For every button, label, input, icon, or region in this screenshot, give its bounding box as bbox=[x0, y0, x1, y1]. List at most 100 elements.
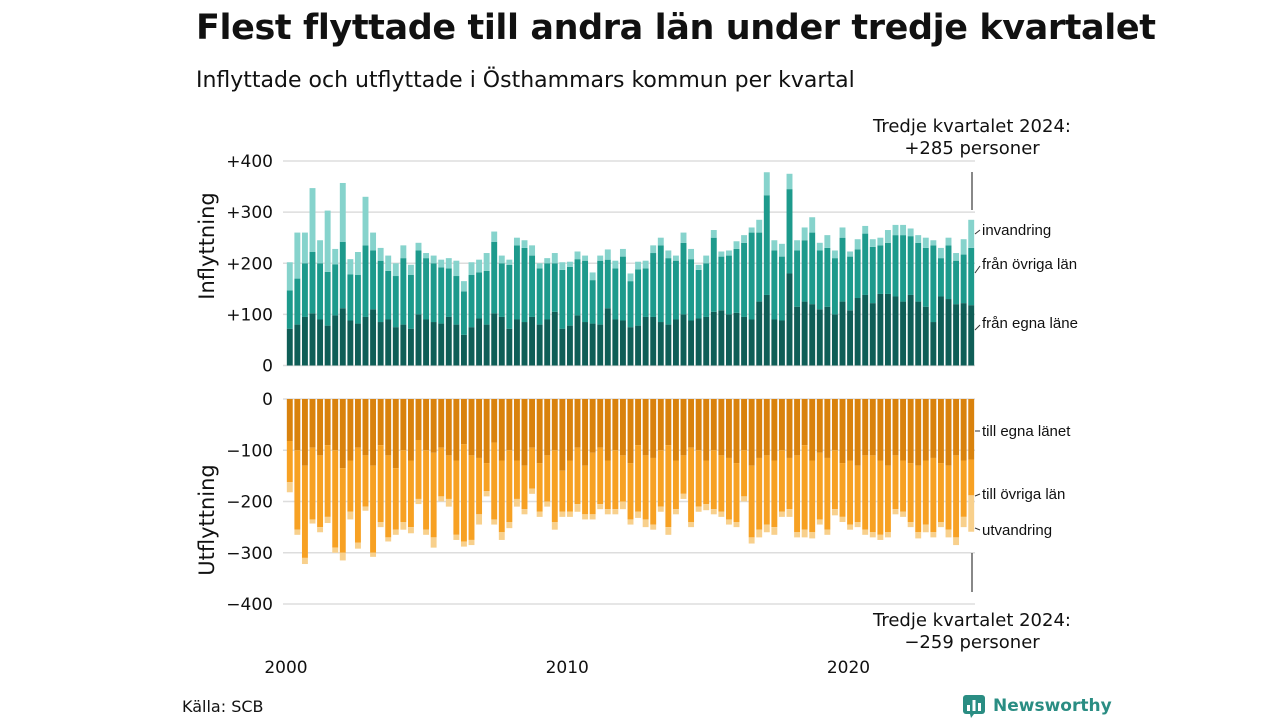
inflow-bar-segment bbox=[847, 256, 854, 311]
inflow-bar-segment bbox=[324, 271, 331, 326]
inflow-bar-segment bbox=[922, 306, 929, 366]
outflow-bar-segment bbox=[801, 445, 808, 530]
outflow-bar-segment bbox=[453, 534, 460, 540]
inflow-bar-segment bbox=[892, 296, 899, 366]
inflow-bar-segment bbox=[665, 324, 672, 366]
outflow-bar-segment bbox=[907, 522, 914, 528]
outflow-bar-segment bbox=[604, 460, 611, 510]
x-tick-label: 2010 bbox=[546, 658, 589, 678]
outflow-bar-segment bbox=[582, 465, 589, 515]
inflow-bar-segment bbox=[370, 309, 377, 366]
outflow-bar-segment bbox=[657, 450, 664, 507]
inflow-bar-segment bbox=[794, 306, 801, 366]
inflow-bar-segment bbox=[286, 328, 293, 366]
inflow-bar-segment bbox=[960, 303, 967, 366]
outflow-bar-segment bbox=[574, 447, 581, 505]
outflow-bar-segment bbox=[324, 445, 331, 517]
outflow-bar-segment bbox=[521, 465, 528, 510]
outflow-bar-segment bbox=[589, 399, 596, 453]
outflow-bar-segment bbox=[604, 399, 611, 461]
y-tick-label: 0 bbox=[262, 357, 273, 377]
outflow-bar-segment bbox=[536, 511, 543, 517]
outflow-bar-segment bbox=[801, 399, 808, 446]
inflow-bar-segment bbox=[756, 232, 763, 302]
outflow-bar-segment bbox=[650, 399, 657, 458]
inflow-bar-segment bbox=[476, 259, 483, 273]
outflow-bar-segment bbox=[627, 519, 634, 525]
outflow-bar-segment bbox=[597, 447, 604, 505]
inflow-bar-segment bbox=[907, 228, 914, 237]
outflow-bar-segment bbox=[786, 457, 793, 510]
inflow-bar-segment bbox=[339, 241, 346, 309]
outflow-bar-segment bbox=[438, 447, 445, 497]
outflow-bar-segment bbox=[816, 399, 823, 453]
inflow-bar-segment bbox=[536, 324, 543, 366]
inflow-bar-segment bbox=[688, 248, 695, 260]
chart-title: Flest flyttade till andra län under tred… bbox=[196, 8, 1156, 48]
y-tick-label: −100 bbox=[226, 441, 273, 461]
inflow-bar-segment bbox=[839, 227, 846, 238]
outflow-bar-segment bbox=[445, 498, 452, 507]
outflow-bar-segment bbox=[703, 399, 710, 461]
outflow-bar-segment bbox=[430, 399, 437, 453]
outflow-bar-segment bbox=[657, 506, 664, 512]
outflow-bar-segment bbox=[688, 447, 695, 522]
outflow-axis-label: Utflyttning bbox=[195, 464, 219, 576]
newsworthy-logo[interactable]: Newsworthy bbox=[962, 693, 1112, 719]
outflow-bar-segment bbox=[324, 399, 331, 446]
inflow-bar-segment bbox=[945, 245, 952, 300]
outflow-bar-segment bbox=[968, 399, 975, 460]
x-tick-label: 2020 bbox=[827, 658, 870, 678]
outflow-bar-segment bbox=[415, 440, 422, 499]
outflow-bar-segment bbox=[794, 532, 801, 538]
inflow-bar-segment bbox=[831, 314, 838, 366]
inflow-bar-segment bbox=[756, 219, 763, 233]
inflow-bar-segment bbox=[960, 254, 967, 304]
inflow-bar-segment bbox=[915, 242, 922, 302]
inflow-bar-segment bbox=[521, 322, 528, 366]
inflow-bar-segment bbox=[672, 319, 679, 366]
outflow-bar-segment bbox=[831, 509, 838, 516]
inflow-bar-segment bbox=[953, 260, 960, 305]
inflow-bar-segment bbox=[506, 328, 513, 366]
inflow-bar-segment bbox=[513, 237, 520, 246]
inflow-bar-segment bbox=[460, 334, 467, 366]
outflow-bar-segment bbox=[703, 460, 710, 505]
inflow-bar-segment bbox=[445, 268, 452, 317]
inflow-bar-segment bbox=[392, 327, 399, 366]
outflow-bar-segment bbox=[824, 399, 831, 458]
outflow-bar-segment bbox=[884, 399, 891, 466]
outflow-bar-segment bbox=[930, 399, 937, 458]
inflow-bar-segment bbox=[377, 322, 384, 366]
inflow-bar-segment bbox=[423, 319, 430, 366]
inflow-bar-segment bbox=[680, 314, 687, 366]
y-tick-label: +100 bbox=[226, 305, 273, 325]
inflow-bar-segment bbox=[483, 270, 490, 325]
inflow-bar-segment bbox=[627, 273, 634, 282]
outflow-bar-segment bbox=[915, 399, 922, 466]
outflow-bar-segment bbox=[339, 399, 346, 469]
outflow-bar-segment bbox=[370, 552, 377, 557]
inflow-bar-segment bbox=[930, 245, 937, 323]
inflow-bar-segment bbox=[445, 316, 452, 366]
inflow-bar-segment bbox=[665, 250, 672, 259]
inflow-bar-segment bbox=[521, 240, 528, 248]
inflow-bar-segment bbox=[748, 227, 755, 233]
outflow-bar-segment bbox=[710, 450, 717, 510]
outflow-bar-segment bbox=[498, 460, 505, 533]
outflow-bar-segment bbox=[922, 524, 929, 533]
outflow-bar-segment bbox=[786, 509, 793, 517]
label-leader-utvandring bbox=[974, 527, 981, 531]
inflow-bar-segment bbox=[354, 275, 361, 324]
inflow-bar-segment bbox=[294, 232, 301, 279]
outflow-bar-segment bbox=[438, 399, 445, 448]
outflow-bar-segment bbox=[794, 399, 801, 456]
inflow-bar-segment bbox=[582, 260, 589, 323]
outflow-bar-segment bbox=[347, 511, 354, 520]
outflow-bar-segment bbox=[915, 465, 922, 533]
inflow-bar-segment bbox=[347, 274, 354, 321]
outflow-bar-segment bbox=[574, 399, 581, 448]
inflow-bar-segment bbox=[574, 251, 581, 260]
inflow-bar-segment bbox=[733, 312, 740, 366]
outflow-bar-segment bbox=[476, 399, 483, 458]
